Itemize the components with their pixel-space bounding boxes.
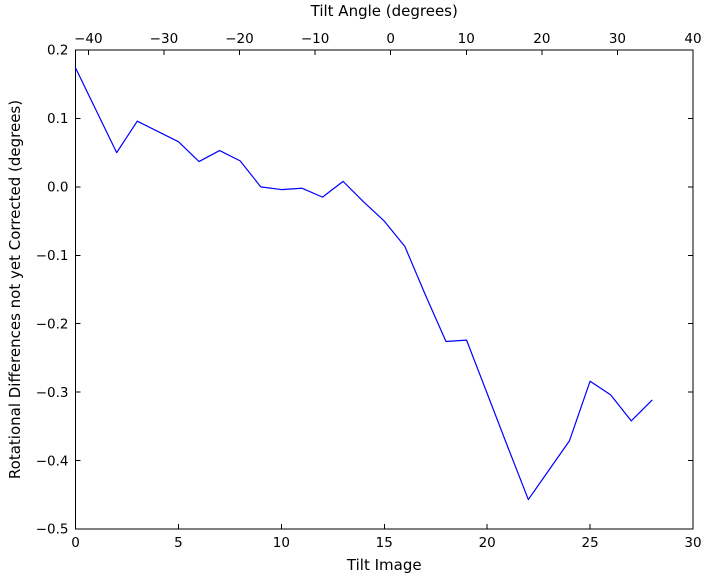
- top-axis-title: Tilt Angle (degrees): [310, 2, 458, 20]
- x-top-tick-label: −30: [150, 31, 179, 47]
- x-top-tick-label: 30: [609, 31, 626, 47]
- x-bottom-tick-label: 20: [479, 535, 496, 551]
- data-line-rotational-difference: [74, 66, 653, 501]
- x-top-tick-label: 0: [386, 31, 395, 47]
- x-top-tick-label: −10: [301, 31, 330, 47]
- y-left-tick-label: −0.4: [36, 453, 69, 469]
- x-top-tick-label: 20: [533, 31, 550, 47]
- x-bottom-tick-label: 15: [376, 535, 393, 551]
- y-left-tick-label: 0.0: [47, 180, 68, 196]
- y-left-tick-label: −0.2: [36, 316, 69, 332]
- plot-generated-group: 0 5 10 15 20 25 30 −40 −30 −20 −10 0 10 20 30 40 0.2 0.1 0…: [36, 31, 702, 551]
- y-left-tick-label: 0.2: [47, 43, 68, 59]
- x-top-tick-label: −40: [74, 31, 103, 47]
- bottom-axis-title: Tilt Image: [346, 556, 422, 574]
- y-left-tick-label: −0.1: [36, 248, 69, 264]
- x-top-tick-label: 10: [458, 31, 475, 47]
- x-bottom-tick-label: 5: [174, 535, 183, 551]
- plot-border: [75, 49, 694, 530]
- x-bottom-tick-label: 0: [71, 535, 80, 551]
- y-left-tick-label: 0.1: [47, 111, 68, 127]
- x-bottom-tick-label: 10: [273, 535, 290, 551]
- y-left-tick-label: −0.3: [36, 385, 69, 401]
- x-top-tick-label: −20: [225, 31, 254, 47]
- x-bottom-tick-label: 30: [684, 535, 701, 551]
- x-top-tick-label: 40: [684, 31, 701, 47]
- left-axis-title: Rotational Differences not yet Corrected…: [6, 100, 24, 479]
- x-bottom-tick-label: 25: [581, 535, 598, 551]
- y-left-tick-label: −0.5: [36, 522, 69, 538]
